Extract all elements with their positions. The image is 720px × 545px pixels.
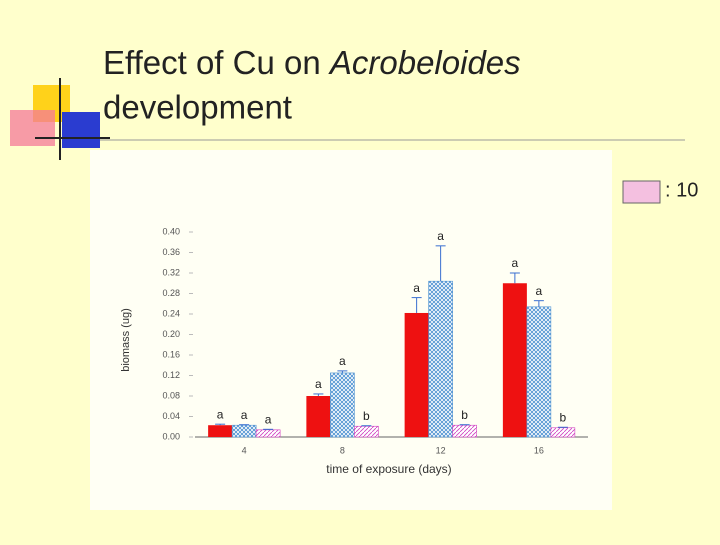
- y-tick-label: 0.40: [162, 226, 180, 236]
- x-tick-label: 16: [534, 445, 544, 455]
- y-tick-label: 0.24: [162, 308, 180, 318]
- y-tick-label: 0.28: [162, 288, 180, 298]
- y-tick-label: 0.00: [162, 431, 180, 441]
- bar: [354, 425, 379, 438]
- y-tick-label: 0.20: [162, 329, 180, 339]
- y-tick-label: 0.32: [162, 267, 180, 277]
- significance-letter: a: [217, 407, 224, 421]
- significance-letter: a: [536, 284, 543, 298]
- significance-letter: a: [241, 408, 248, 422]
- bar: [255, 429, 281, 438]
- bar: [330, 372, 355, 438]
- bar: [550, 427, 576, 438]
- significance-letter: a: [315, 377, 322, 391]
- bar: [428, 280, 453, 438]
- significance-letter: a: [339, 354, 346, 368]
- x-axis-label: time of exposure (days): [326, 462, 451, 476]
- deco-square: [62, 112, 100, 148]
- y-tick-label: 0.16: [162, 349, 180, 359]
- legend-label: : 10: [665, 179, 698, 201]
- bar: [526, 306, 552, 438]
- title-part: Effect of Cu on: [103, 44, 321, 81]
- y-tick-label: 0.08: [162, 390, 180, 400]
- significance-letter: b: [363, 409, 370, 423]
- x-tick-label: 4: [242, 445, 247, 455]
- y-tick-label: 0.04: [162, 411, 180, 421]
- x-tick-label: 12: [436, 445, 446, 455]
- legend-swatch: [622, 180, 661, 204]
- bar: [404, 312, 429, 437]
- significance-letter: a: [512, 256, 519, 270]
- significance-letter: b: [560, 410, 567, 424]
- bar: [208, 425, 233, 437]
- bar: [452, 424, 477, 438]
- bar: [231, 424, 257, 438]
- significance-letter: a: [437, 229, 444, 243]
- y-axis-label: biomass (ug): [120, 308, 132, 372]
- title-part: development: [103, 89, 292, 126]
- bar: [502, 283, 527, 437]
- title-part: Acrobeloides: [328, 44, 521, 81]
- y-tick-label: 0.12: [162, 370, 180, 380]
- y-tick-label: 0.36: [162, 247, 180, 257]
- x-tick-label: 8: [340, 445, 345, 455]
- deco-square: [10, 110, 55, 146]
- bar: [306, 396, 331, 437]
- title: Effect of Cu on Acrobeloides: [103, 44, 521, 81]
- significance-letter: b: [461, 408, 468, 422]
- significance-letter: a: [265, 412, 272, 426]
- significance-letter: a: [413, 281, 420, 295]
